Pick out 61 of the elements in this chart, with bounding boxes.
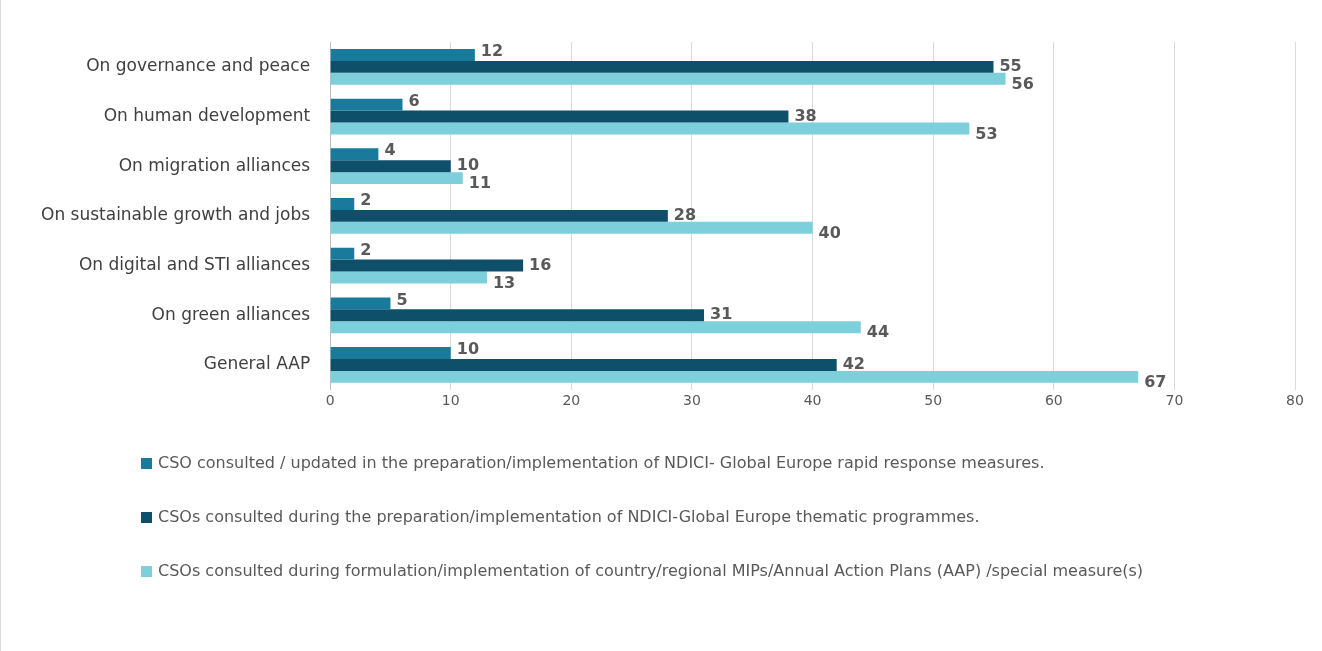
y-tick-label: On migration alliances: [118, 154, 311, 175]
data-label: 16: [529, 254, 552, 274]
bar: [330, 48, 475, 61]
data-label: 31: [710, 304, 733, 324]
y-tick-label: On governance and peace: [86, 55, 311, 76]
bar: [330, 148, 379, 161]
bar: [330, 198, 355, 210]
data-label: 5: [396, 289, 408, 309]
bar: [330, 359, 837, 371]
bar: [330, 309, 705, 322]
bar: [330, 209, 668, 222]
data-label: 12: [480, 41, 504, 61]
bar: [330, 221, 813, 234]
y-tick-label: General AAP: [203, 353, 311, 374]
data-label: 6: [408, 90, 420, 110]
bar: [330, 247, 355, 260]
bar: [330, 110, 789, 123]
y-tick-label: On human development: [103, 104, 311, 125]
bar: [330, 297, 391, 310]
legend-label: CSO consulted / updated in the preparation/implementation of NDICI- Global Europe rapid response measures.: [158, 452, 1045, 474]
data-label: 2: [360, 239, 372, 259]
data-label: 44: [866, 322, 890, 342]
x-tick-label: 50: [924, 391, 943, 408]
legend-label: CSOs consulted during the preparation/implementation of NDICI-Global Europe thematic programmes.: [158, 506, 980, 528]
bar: [330, 347, 451, 359]
x-tick-label: 10: [441, 391, 460, 408]
bar: [330, 72, 1006, 85]
x-tick-label: 60: [1044, 391, 1063, 408]
data-label: 4: [384, 140, 396, 160]
x-tick-label: 70: [1165, 391, 1184, 408]
data-label: 67: [1144, 372, 1167, 392]
y-tick-label: On green alliances: [151, 303, 311, 324]
bar: [330, 98, 403, 111]
legend-label: CSOs consulted during formulation/implementation of country/regional MIPs/Annual Action Plans (AAP) /special measure(s): [158, 560, 1144, 582]
bar: [330, 160, 451, 173]
data-label: 10: [456, 339, 480, 359]
data-label: 11: [468, 173, 492, 193]
data-label: 2: [360, 190, 372, 210]
x-tick-label: 80: [1286, 391, 1304, 408]
bar: [330, 122, 970, 135]
data-label: 40: [818, 222, 841, 242]
bar: [330, 60, 994, 73]
bar: [330, 172, 463, 185]
data-label: 53: [975, 123, 998, 143]
x-tick-label: 40: [803, 391, 822, 408]
data-label: 56: [1011, 73, 1034, 93]
x-tick-label: 0: [325, 391, 335, 408]
bar: [330, 370, 1139, 383]
data-label: 10: [456, 155, 480, 175]
data-label: 38: [794, 105, 817, 125]
bar: [330, 259, 524, 272]
bar: [330, 271, 487, 284]
bar: [330, 321, 861, 334]
x-tick-label: 30: [683, 391, 701, 408]
x-tick-label: 20: [562, 391, 581, 408]
y-tick-label: On digital and STI alliances: [78, 254, 311, 275]
data-label: 42: [842, 354, 865, 374]
data-label: 13: [492, 272, 516, 292]
data-label: 28: [673, 205, 697, 225]
y-tick-label: On sustainable growth and jobs: [41, 204, 311, 225]
data-label: 55: [999, 56, 1022, 75]
